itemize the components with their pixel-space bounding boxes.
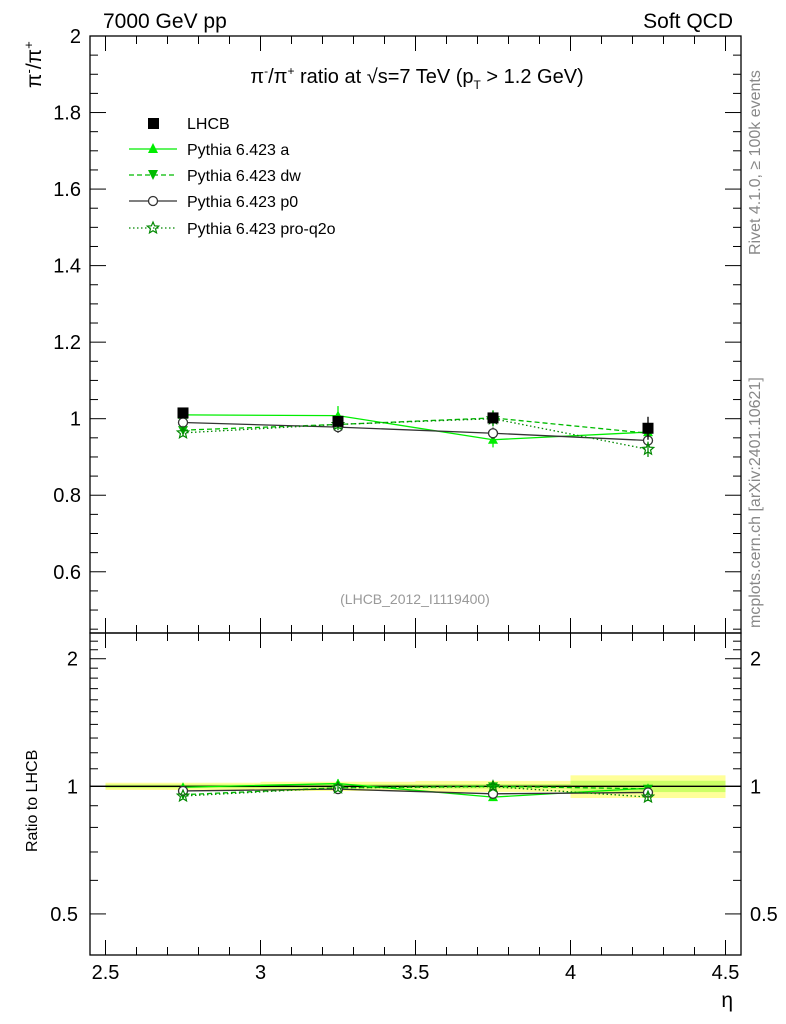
ratio-point-proq2o — [330, 780, 346, 794]
series-line-p0 — [182, 421, 649, 442]
y-tick-label: 1.4 — [53, 256, 81, 278]
ratio-point-proq2o — [485, 779, 501, 793]
ratio-y-tick-label-left: 1 — [67, 776, 78, 798]
y-tick-label: 1 — [70, 409, 81, 431]
x-tick-label: 4.5 — [712, 962, 740, 984]
y-tick-label: 2 — [70, 26, 81, 48]
legend-marker-p0 — [147, 195, 159, 207]
x-tick-label: 3.5 — [402, 962, 430, 984]
point-lhcb — [332, 415, 344, 427]
point-proq2o — [640, 441, 656, 456]
mcplots-label: mcplots.cern.ch [arXiv:2401.10621] — [747, 377, 764, 628]
x-tick-label: 3 — [255, 962, 266, 984]
point-lhcb — [177, 407, 189, 419]
point-a — [488, 434, 498, 444]
header-right: Soft QCD — [643, 10, 733, 33]
x-tick-label: 2.5 — [92, 962, 120, 984]
legend-label-proq2o: Pythia 6.423 pro-q2o — [187, 221, 336, 238]
legend: LHCB Pythia 6.423 a Pythia 6.423 dw Pyth… — [129, 116, 336, 238]
y-tick-label: 1.2 — [53, 332, 81, 354]
legend-label-a: Pythia 6.423 a — [187, 142, 289, 159]
header-left: 7000 GeV pp — [103, 10, 227, 33]
ratio-line-p0 — [182, 788, 649, 795]
legend-marker-dw — [148, 170, 158, 180]
x-tick-label: 4 — [565, 962, 576, 984]
y-tick-label: 0.8 — [53, 485, 81, 507]
y-tick-label: 0.6 — [53, 562, 81, 584]
ratio-y-tick-label-left: 2 — [67, 649, 78, 671]
y-tick-label: 1.6 — [53, 179, 81, 201]
legend-marker-a — [148, 143, 158, 153]
point-lhcb — [487, 412, 499, 424]
legend-marker-lhcb — [148, 118, 159, 129]
y-axis-label: π-/π+ — [21, 41, 46, 88]
ratio-y-axis-label: Ratio to LHCB — [24, 750, 41, 852]
chart-title: π-/π+ ratio at √s=7 TeV (pT > 1.2 GeV) — [250, 64, 583, 92]
legend-label-lhcb: LHCB — [187, 116, 230, 133]
x-axis-label: η — [721, 989, 733, 1012]
ratio-line-proq2o — [182, 786, 649, 798]
ratio-y-tick-label-left: 0.5 — [50, 904, 78, 926]
legend-label-dw: Pythia 6.423 dw — [187, 168, 301, 185]
legend-label-p0: Pythia 6.423 p0 — [187, 194, 298, 211]
ratio-y-tick-label-right: 0.5 — [750, 904, 778, 926]
ratio-point-proq2o — [175, 788, 191, 803]
point-p0 — [487, 428, 499, 439]
ratio-y-tick-label-right: 1 — [750, 776, 761, 798]
ratio-point-proq2o — [640, 789, 656, 804]
point-proq2o — [175, 425, 191, 439]
ratio-y-tick-label-right: 2 — [750, 649, 761, 671]
series-line-proq2o — [182, 418, 649, 450]
rivet-label: Rivet 4.1.0, ≥ 100k events — [747, 70, 764, 255]
analysis-watermark: (LHCB_2012_I1119400) — [340, 591, 490, 607]
point-lhcb — [642, 422, 654, 434]
series-line-a — [182, 414, 649, 441]
legend-marker-proq2o — [145, 220, 161, 235]
series-line-dw — [182, 417, 649, 434]
y-tick-label: 1.8 — [53, 103, 81, 125]
